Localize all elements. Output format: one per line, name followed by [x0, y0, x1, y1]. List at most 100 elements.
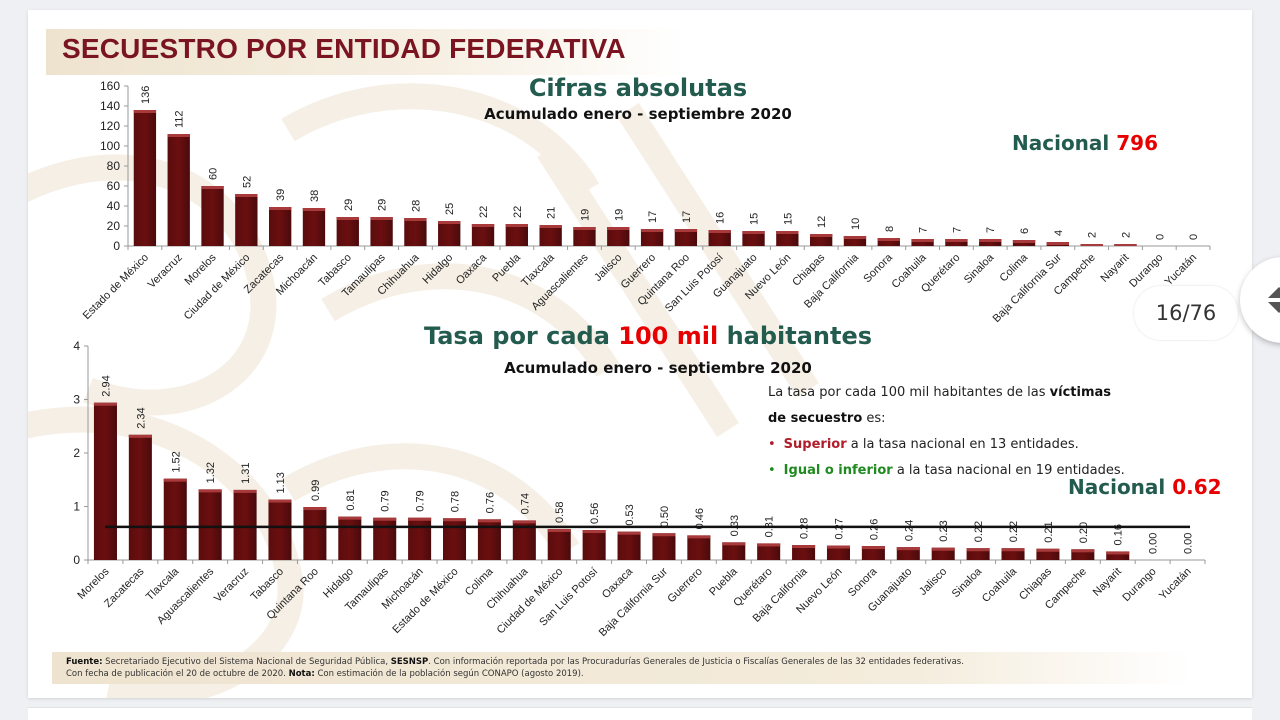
bar-highlight [757, 543, 781, 547]
nacional-value: 0.62 [1172, 475, 1222, 499]
data-label: 7 [985, 227, 997, 233]
bar [302, 208, 326, 246]
bar [877, 238, 900, 246]
bar [573, 227, 596, 246]
bar-highlight [268, 499, 292, 503]
data-label: 0.24 [903, 520, 915, 541]
bar-highlight [1080, 244, 1103, 246]
bar [198, 489, 222, 560]
data-label: 0.21 [1043, 521, 1055, 542]
bar [722, 542, 746, 560]
note-bold: Superior [783, 437, 847, 452]
data-label: 15 [749, 213, 761, 225]
slide-title: SECUESTRO POR ENTIDAD FEDERATIVA [62, 33, 626, 64]
note-text: La tasa por cada 100 mil habitantes de l… [768, 385, 1050, 400]
bar-highlight [404, 218, 427, 221]
bar-highlight [1071, 549, 1095, 553]
bar-highlight [1106, 551, 1130, 555]
category-label: Sinaloa [950, 565, 985, 600]
note-line-2: de secuestro es: [768, 406, 1188, 432]
data-label: 0 [1188, 234, 1200, 240]
slide: SECUESTRO POR ENTIDAD FEDERATIVA Cifras … [28, 10, 1252, 698]
bar-highlight [792, 545, 816, 549]
bar [776, 231, 799, 246]
bar [826, 545, 851, 560]
data-label: 19 [613, 209, 625, 221]
data-label: 0.81 [345, 489, 357, 510]
nota-label: Nota: [288, 669, 315, 679]
top-chart-subtitle: Acumulado enero - septiembre 2020 [484, 105, 792, 123]
bar [1106, 551, 1130, 560]
bar-highlight [1036, 548, 1060, 552]
bar [505, 224, 529, 246]
top-chart-title: Cifras absolutas [528, 74, 748, 102]
y-tick-label: 4 [73, 339, 80, 353]
bar [652, 533, 676, 560]
y-tick-label: 120 [100, 119, 120, 133]
bar [477, 519, 501, 560]
bar-highlight [722, 542, 746, 546]
bar-highlight [573, 227, 596, 230]
bar-highlight [607, 227, 630, 230]
bar [1071, 549, 1095, 560]
data-label: 4 [1053, 230, 1065, 236]
chart-rate: 012342.94Morelos2.34Zacatecas1.52Tlaxcal… [73, 339, 1206, 639]
category-label: Nayarit [1091, 566, 1124, 599]
bar [945, 239, 968, 246]
bar [1001, 548, 1025, 560]
bar-highlight [582, 530, 606, 534]
data-label: 22 [478, 206, 490, 218]
bar-highlight [861, 546, 885, 550]
fuente-label: Fuente: [66, 657, 103, 667]
data-label: 10 [850, 218, 862, 230]
data-label: 1.52 [170, 451, 182, 472]
y-tick-label: 20 [107, 219, 121, 233]
title-band [46, 29, 686, 75]
bar [979, 239, 1002, 246]
data-label: 1.13 [275, 472, 287, 493]
data-label: 0.20 [1078, 522, 1090, 543]
data-label: 0.23 [938, 520, 950, 541]
y-tick-label: 140 [100, 99, 120, 113]
category-label: Colima [463, 565, 496, 598]
bullet-icon: • [768, 437, 776, 452]
data-label: 0.50 [659, 506, 671, 527]
title-part-c: habitantes [726, 322, 873, 350]
bar [512, 520, 536, 560]
data-label: 0.22 [1008, 521, 1020, 542]
bar-highlight [966, 548, 990, 552]
bar-highlight [442, 518, 467, 522]
data-label: 22 [512, 206, 524, 218]
bar [617, 531, 641, 560]
bar [373, 517, 397, 560]
bar [268, 207, 292, 246]
bar [757, 543, 781, 560]
data-label: 0.26 [868, 519, 880, 540]
category-label: Sonora [846, 565, 880, 599]
bar [539, 225, 562, 246]
data-label: 0.00 [1148, 533, 1160, 554]
bar [708, 230, 731, 246]
y-tick-label: 100 [100, 139, 120, 153]
data-label: 0.53 [624, 504, 636, 525]
category-label: Yucatán [1157, 566, 1194, 603]
note-text: a la tasa nacional en 19 entidades. [892, 463, 1125, 478]
bar-highlight [167, 134, 190, 137]
up-down-arrows-icon [1268, 287, 1280, 313]
bar-highlight [809, 234, 833, 237]
data-label: 15 [782, 213, 794, 225]
data-label: 1.32 [205, 462, 217, 483]
bar-highlight [303, 507, 327, 511]
bar-highlight [826, 545, 851, 549]
bar-highlight [471, 224, 495, 227]
bar-highlight [302, 208, 326, 211]
bar-highlight [979, 239, 1002, 242]
bar-highlight [674, 229, 698, 232]
note-text: es: [862, 411, 886, 426]
data-label: 0.00 [1183, 533, 1195, 554]
bar [1036, 548, 1060, 560]
data-label: 112 [174, 110, 186, 128]
bar [338, 516, 362, 560]
bar [931, 547, 955, 560]
data-label: 0.58 [554, 502, 566, 523]
